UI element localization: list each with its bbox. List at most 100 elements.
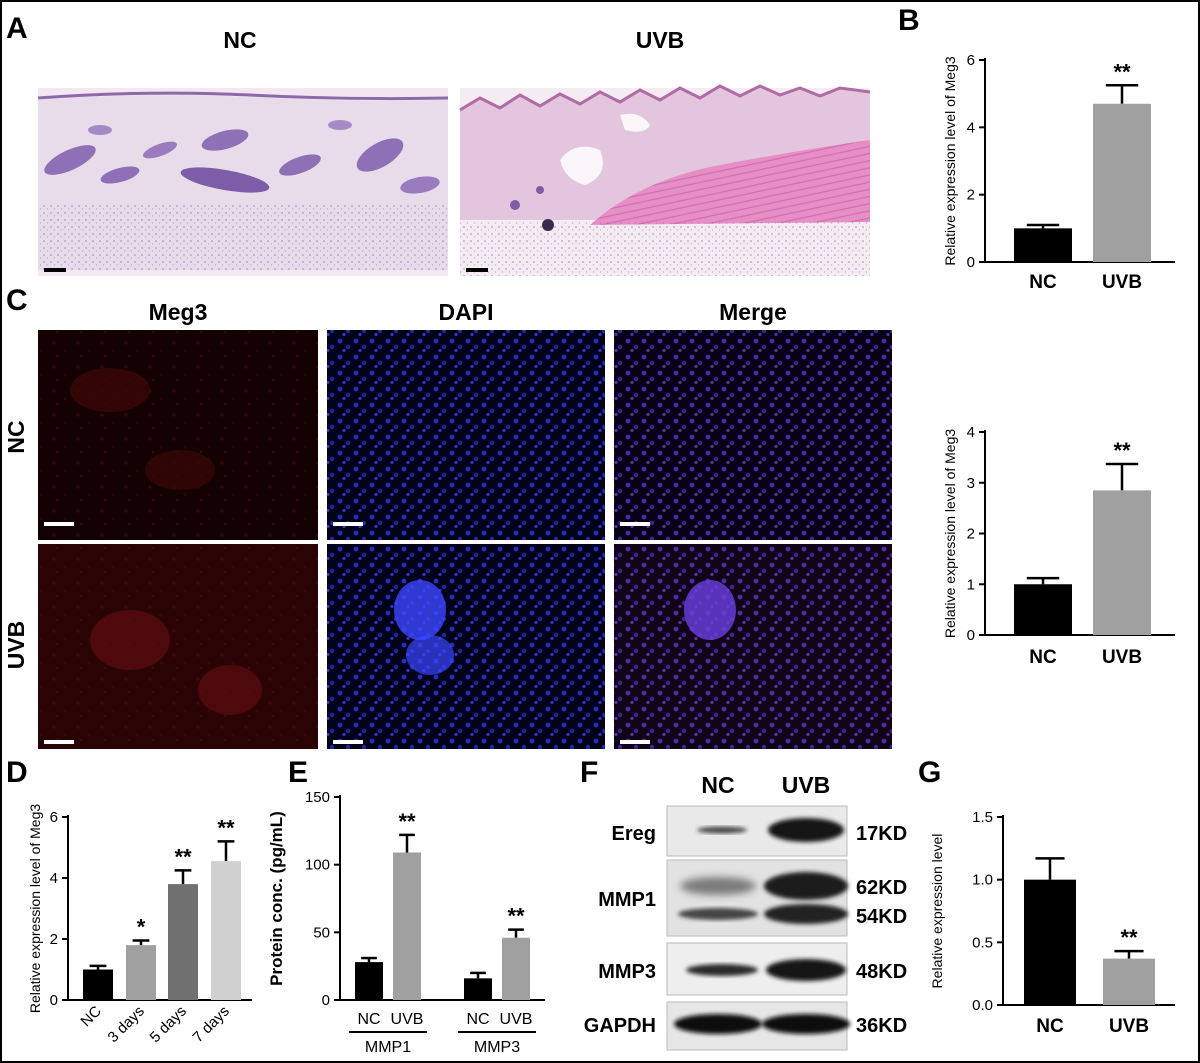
if-dapi-nc bbox=[327, 330, 605, 540]
chart-b: 0 2 4 6 Relative expression level of Meg3 NC *… bbox=[942, 52, 1175, 293]
chart-c-quant-ylabel: Relative expression level of Meg3 bbox=[942, 429, 958, 639]
blot-size-54kd: 54KD bbox=[856, 906, 907, 928]
chart-d: 0 2 4 6 Relative expression level of Meg3 NC *… bbox=[27, 804, 252, 1046]
panel-g-label: G bbox=[918, 756, 941, 789]
chart-e-cat-1: UVB bbox=[391, 1011, 424, 1028]
panel-c-row-uvb: UVB bbox=[3, 621, 29, 670]
chart-d-cat-1: 3 days bbox=[105, 1003, 148, 1046]
panel-e-label: E bbox=[288, 756, 308, 789]
chart-g: 0.0 0.5 1.0 1.5 Relative expression level NC *… bbox=[929, 809, 1175, 1037]
chart-c-quant-ytick-label-3: 3 bbox=[967, 475, 975, 492]
chart-b-cat-1: UVB bbox=[1102, 272, 1142, 293]
panel-b-label: B bbox=[898, 4, 920, 37]
chart-d-ytick-label-3: 6 bbox=[50, 809, 58, 826]
chart-b-cat-0: NC bbox=[1029, 272, 1057, 293]
chart-d-ytick-label-2: 4 bbox=[50, 870, 58, 887]
blot-label-mmp1: MMP1 bbox=[598, 889, 656, 911]
chart-c-quant-cat-1: UVB bbox=[1102, 647, 1142, 668]
chart-d-cat-2: 5 days bbox=[147, 1003, 190, 1046]
chart-c-quant-cat-0: NC bbox=[1029, 647, 1057, 668]
if-merge-uvb bbox=[614, 544, 892, 749]
chart-b-bar-1 bbox=[1093, 103, 1151, 263]
chart-b-sig-1: ** bbox=[1113, 59, 1131, 84]
blot-label-gapdh: GAPDH bbox=[584, 1015, 656, 1037]
blot-size-17kd: 17KD bbox=[856, 823, 907, 845]
chart-d-cat-3: 7 days bbox=[190, 1003, 233, 1046]
chart-c-quant: 0 1 2 3 4 Relative expression level of Meg3 NC… bbox=[942, 424, 1175, 668]
chart-g-ytick-label-0: 0.0 bbox=[972, 997, 993, 1014]
chart-b-ytick-label-3: 6 bbox=[967, 52, 975, 69]
if-merge-nc bbox=[614, 330, 892, 540]
chart-g-ytick-label-1: 0.5 bbox=[972, 934, 993, 951]
chart-g-ytick-label-3: 1.5 bbox=[972, 809, 993, 826]
if-meg3-nc bbox=[38, 330, 318, 540]
blot-ereg bbox=[666, 805, 848, 857]
chart-c-quant-ytick-label-4: 4 bbox=[967, 424, 975, 441]
chart-d-ylabel: Relative expression level of Meg3 bbox=[27, 804, 43, 1014]
chart-e: 0 50 100 150 Protein conc. (pg/mL) NC ** UVB NC *… bbox=[267, 789, 545, 1056]
chart-g-ylabel: Relative expression level bbox=[929, 834, 945, 989]
chart-g-bar-1 bbox=[1103, 958, 1155, 1005]
chart-d-ytick-label-1: 2 bbox=[50, 931, 58, 948]
chart-c-quant-ytick-label-0: 0 bbox=[967, 627, 975, 644]
chart-e-sig-1: ** bbox=[398, 809, 416, 834]
blot-size-48kd: 48KD bbox=[856, 961, 907, 983]
panel-a-label: A bbox=[6, 12, 28, 45]
chart-g-ytick-label-2: 1.0 bbox=[972, 872, 993, 889]
chart-e-ytick-label-2: 100 bbox=[305, 857, 330, 874]
if-dapi-uvb bbox=[327, 544, 605, 749]
chart-c-quant-ytick-label-1: 1 bbox=[967, 576, 975, 593]
he-image-uvb bbox=[459, 84, 871, 276]
panel-f-label: F bbox=[580, 756, 598, 789]
panel-d-label: D bbox=[6, 756, 28, 789]
chart-e-ytick-label-3: 150 bbox=[305, 789, 330, 806]
chart-b-ytick-label-0: 0 bbox=[967, 254, 975, 271]
chart-g-sig-1: ** bbox=[1120, 925, 1138, 950]
chart-d-sig-3: ** bbox=[217, 815, 235, 840]
if-meg3-uvb bbox=[38, 544, 318, 749]
chart-d-sig-1: * bbox=[137, 915, 146, 940]
chart-e-group-label-0: MMP1 bbox=[365, 1039, 411, 1056]
chart-d-bar-2 bbox=[168, 884, 198, 1000]
chart-g-bar-0 bbox=[1024, 879, 1076, 1005]
panel-c-label: C bbox=[6, 284, 28, 317]
chart-e-bar-0 bbox=[355, 962, 383, 1000]
chart-d-cat-0: NC bbox=[77, 1003, 104, 1030]
chart-d-bar-0 bbox=[83, 969, 113, 1000]
chart-b-ylabel: Relative expression level of Meg3 bbox=[942, 56, 958, 266]
panel-a-header-nc: NC bbox=[223, 27, 256, 53]
chart-e-ytick-label-1: 50 bbox=[313, 924, 330, 941]
chart-g-cat-0: NC bbox=[1036, 1016, 1064, 1037]
chart-e-ytick-label-0: 0 bbox=[322, 992, 330, 1009]
chart-e-bar-2 bbox=[464, 978, 492, 1000]
chart-e-cat-2: NC bbox=[466, 1011, 489, 1028]
blot-label-mmp3: MMP3 bbox=[598, 961, 656, 983]
panel-c-col-dapi: DAPI bbox=[439, 299, 494, 325]
chart-e-group-label-1: MMP3 bbox=[474, 1039, 520, 1056]
chart-d-bar-1 bbox=[126, 945, 156, 1000]
chart-c-quant-ytick-label-2: 2 bbox=[967, 526, 975, 543]
blot-gapdh bbox=[666, 1001, 850, 1051]
panel-c-row-nc: NC bbox=[3, 420, 29, 453]
he-image-nc bbox=[37, 88, 449, 276]
chart-g-cat-1: UVB bbox=[1109, 1016, 1149, 1037]
blot-mmp3 bbox=[666, 942, 848, 996]
chart-e-cat-0: NC bbox=[357, 1011, 380, 1028]
blot-label-ereg: Ereg bbox=[612, 823, 656, 845]
chart-c-quant-bar-0 bbox=[1014, 584, 1072, 635]
blot-lane-uvb: UVB bbox=[782, 772, 831, 798]
chart-e-ylabel: Protein conc. (pg/mL) bbox=[267, 811, 286, 986]
chart-b-ytick-label-2: 4 bbox=[967, 119, 975, 136]
chart-b-ytick-label-1: 2 bbox=[967, 187, 975, 204]
chart-e-bar-3 bbox=[502, 937, 530, 1000]
blot-lane-nc: NC bbox=[701, 772, 734, 798]
blot-mmp1 bbox=[666, 859, 848, 937]
panel-c-col-meg3: Meg3 bbox=[149, 299, 208, 325]
chart-c-quant-bar-1 bbox=[1093, 490, 1151, 635]
chart-d-sig-2: ** bbox=[174, 844, 192, 869]
chart-b-bar-0 bbox=[1014, 228, 1072, 262]
chart-e-bar-1 bbox=[393, 852, 421, 1000]
